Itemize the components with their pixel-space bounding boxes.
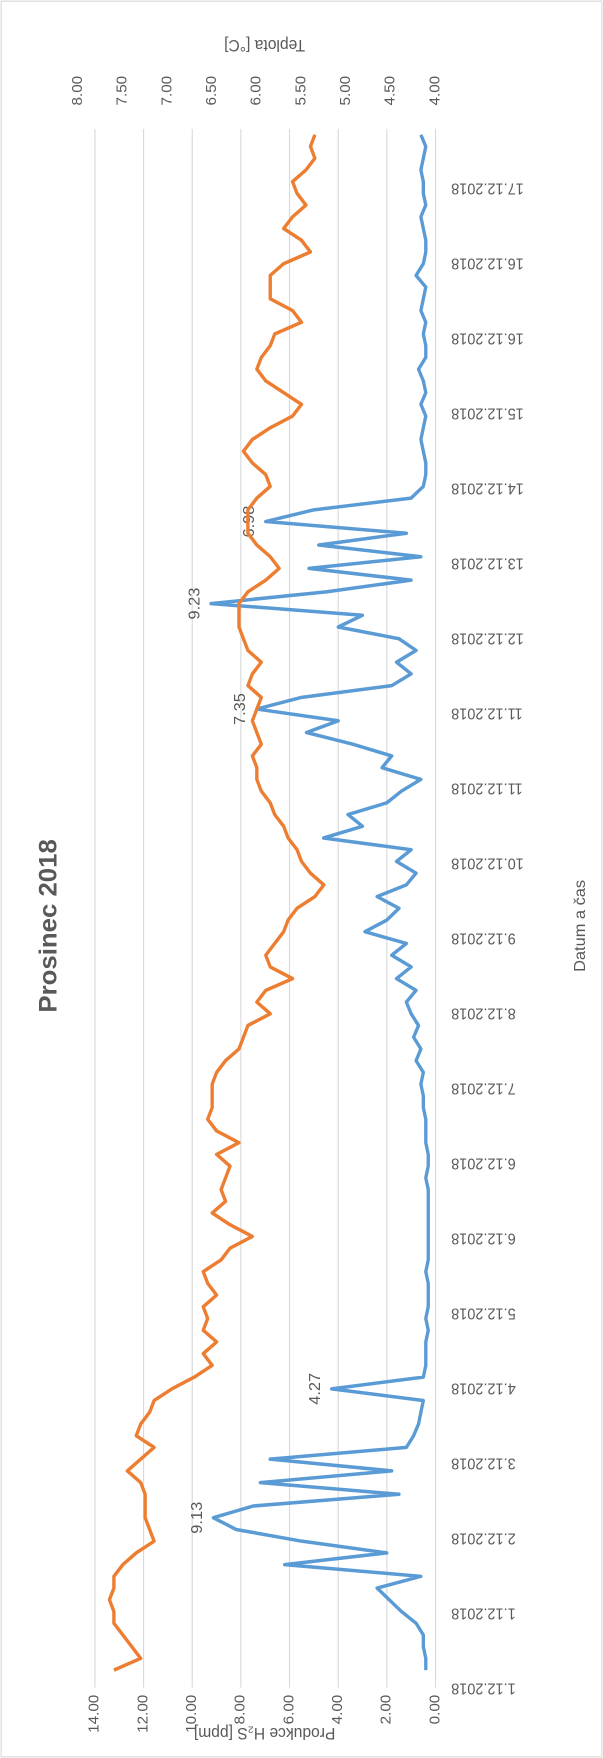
x-tick-label: 1.12.2018 — [451, 1605, 516, 1621]
x-tick-label: 5.12.2018 — [451, 1305, 516, 1321]
x-tick-label: 8.12.2018 — [451, 1004, 516, 1020]
x-tick-label: 3.12.2018 — [451, 1455, 516, 1471]
y-tick-label: 8.00 — [233, 1695, 249, 1725]
y2-tick-label: 4.00 — [428, 76, 444, 106]
data-line — [107, 134, 326, 1672]
x-tick-label: 1.12.2018 — [451, 1680, 516, 1696]
x-tick-label: 2.12.2018 — [451, 1530, 516, 1546]
x-tick-label: 4.12.2018 — [451, 1380, 516, 1396]
y-tick-label: 14.00 — [87, 1695, 103, 1733]
y2-tick-label: 5.00 — [338, 76, 354, 106]
y-tick-label: 10.00 — [184, 1695, 200, 1733]
x-tick-label: 11.12.2018 — [451, 779, 523, 795]
y-tick-label: 6.00 — [282, 1695, 298, 1725]
y2-tick-label: 7.00 — [160, 76, 176, 106]
x-tick-label: 11.12.2018 — [451, 704, 523, 720]
y-tick-label: 0.00 — [428, 1695, 444, 1725]
x-tick-label: 16.12.2018 — [451, 329, 524, 345]
data-label: 9.23 — [186, 588, 204, 620]
x-tick-label: 14.12.2018 — [451, 479, 524, 495]
x-tick-label: 10.12.2018 — [451, 854, 524, 870]
y2-tick-label: 4.50 — [383, 76, 399, 106]
y2-axis-title: Teplota [°C] — [224, 36, 305, 54]
x-tick-label: 13.12.2018 — [451, 554, 524, 570]
x-tick-label: 16.12.2018 — [451, 254, 524, 270]
y-tick-label: 4.00 — [330, 1695, 346, 1725]
chart-title: Prosinec 2018 — [35, 839, 62, 1012]
x-tick-label: 9.12.2018 — [451, 929, 516, 945]
x-tick-label: 7.12.2018 — [451, 1079, 516, 1095]
y2-tick-label: 7.50 — [115, 76, 131, 106]
x-tick-label: 15.12.2018 — [451, 404, 524, 420]
x-tick-label: 6.12.2018 — [451, 1230, 516, 1246]
x-tick-label: 17.12.2018 — [451, 179, 524, 195]
y2-tick-label: 6.00 — [249, 76, 265, 106]
y2-tick-label: 5.50 — [294, 76, 310, 106]
y-tick-label: 12.00 — [136, 1695, 152, 1733]
data-label: 9.13 — [188, 1502, 206, 1534]
data-line — [209, 134, 430, 1671]
x-tick-label: 12.12.2018 — [451, 629, 524, 645]
y-tick-label: 2.00 — [379, 1695, 395, 1725]
data-label: 4.27 — [306, 1373, 324, 1405]
y2-tick-label: 6.50 — [204, 76, 220, 106]
data-label: 7.35 — [232, 693, 250, 725]
y-axis-title: Produkce H₂S [ppm] — [194, 1724, 336, 1742]
x-axis-title: Datum a čas — [571, 880, 589, 972]
y2-tick-label: 8.00 — [70, 76, 86, 106]
x-tick-label: 6.12.2018 — [451, 1154, 516, 1170]
